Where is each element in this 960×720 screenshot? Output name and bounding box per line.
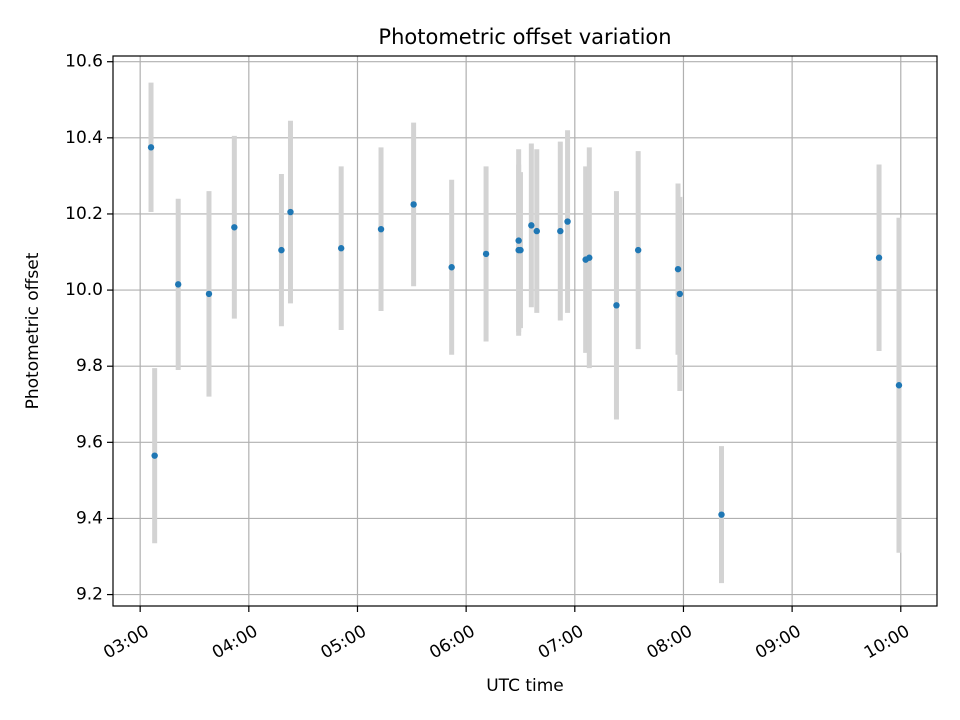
- x-axis-label: UTC time: [486, 676, 564, 696]
- chart-title: Photometric offset variation: [378, 25, 671, 49]
- data-point: [278, 246, 285, 254]
- data-point: [564, 218, 571, 225]
- data-point: [517, 246, 524, 254]
- y-tick-label: 10.4: [65, 128, 103, 148]
- data-point: [205, 290, 213, 298]
- data-point: [528, 222, 535, 229]
- data-point: [287, 208, 294, 216]
- data-point: [377, 225, 385, 233]
- data-point: [482, 250, 490, 258]
- data-point: [147, 144, 155, 151]
- data-point: [515, 237, 522, 244]
- data-point: [875, 254, 883, 261]
- y-tick-label: 10.6: [65, 52, 103, 72]
- y-tick-label: 10.0: [65, 280, 103, 300]
- data-point: [676, 290, 684, 298]
- data-point: [557, 227, 564, 235]
- data-point: [586, 254, 593, 261]
- data-point: [634, 246, 642, 254]
- data-points: [147, 144, 903, 518]
- data-point: [151, 452, 158, 459]
- data-point: [410, 201, 417, 208]
- y-axis-label: Photometric offset: [23, 252, 43, 409]
- grid-lines: [113, 56, 937, 606]
- y-tick-label: 9.4: [76, 508, 103, 528]
- data-point: [613, 302, 620, 309]
- y-tick-label: 9.6: [76, 432, 103, 452]
- data-point: [533, 227, 540, 235]
- data-point: [895, 382, 903, 389]
- data-point: [448, 264, 455, 271]
- data-point: [174, 281, 182, 288]
- data-point: [337, 245, 345, 252]
- y-tick-label: 10.2: [65, 204, 103, 224]
- y-tick-label: 9.2: [76, 585, 103, 605]
- data-point: [231, 224, 238, 231]
- y-tick-label: 9.8: [76, 356, 103, 376]
- data-point: [718, 511, 725, 518]
- plot-frame: [112, 55, 938, 607]
- data-point: [674, 265, 682, 273]
- y-axis-ticks: 9.2 9.4 9.6 9.8 10.0 10.2 10.4 10.6: [65, 52, 113, 605]
